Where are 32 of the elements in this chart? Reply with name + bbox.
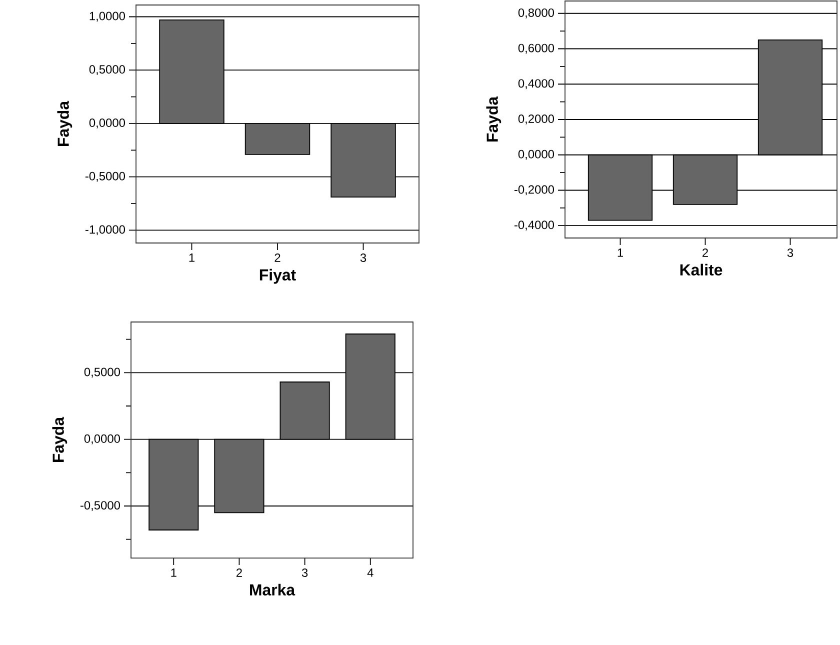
y-tick-label: 0,0000 — [84, 434, 120, 444]
x-tick-label: 1 — [618, 248, 623, 257]
y-tick-label: -1,0000 — [85, 225, 126, 236]
x-tick-label: 1 — [189, 254, 194, 262]
y-tick-label: -0,2000 — [514, 185, 554, 196]
x-tick-label: 3 — [302, 568, 308, 577]
x-tick-label: 3 — [787, 248, 794, 257]
y-axis-title: Fayda — [57, 100, 72, 146]
x-tick-label: 2 — [236, 568, 242, 577]
y-tick-label: -0,4000 — [514, 220, 554, 231]
x-tick-label: 2 — [274, 254, 280, 262]
y-tick-label: -0,5000 — [85, 172, 126, 182]
y-tick-label: 0,5000 — [89, 65, 126, 76]
bar — [280, 382, 330, 440]
x-tick-label: 4 — [367, 568, 374, 577]
y-tick-label: 0,8000 — [518, 8, 554, 18]
y-axis-title: Fayda — [486, 96, 502, 142]
y-tick-label: 0,0000 — [518, 150, 554, 160]
x-axis-title: Marka — [250, 584, 296, 596]
y-tick-label: 0,0000 — [89, 118, 126, 128]
y-tick-label: 0,2000 — [518, 114, 554, 124]
y-tick-label: -0,5000 — [80, 501, 120, 511]
y-tick-label: 0,6000 — [518, 44, 554, 54]
y-tick-label: 0,4000 — [518, 79, 554, 90]
x-tick-label: 2 — [702, 248, 708, 257]
y-tick-label: 0,5000 — [84, 368, 120, 378]
y-axis-title: Fayda — [52, 416, 68, 462]
x-axis-title: Fiyat — [260, 268, 296, 284]
x-axis-title: Kalite — [680, 264, 722, 276]
x-tick-label: 3 — [360, 254, 366, 262]
x-tick-label: 1 — [171, 568, 176, 577]
y-tick-label: 1,0000 — [90, 12, 126, 22]
